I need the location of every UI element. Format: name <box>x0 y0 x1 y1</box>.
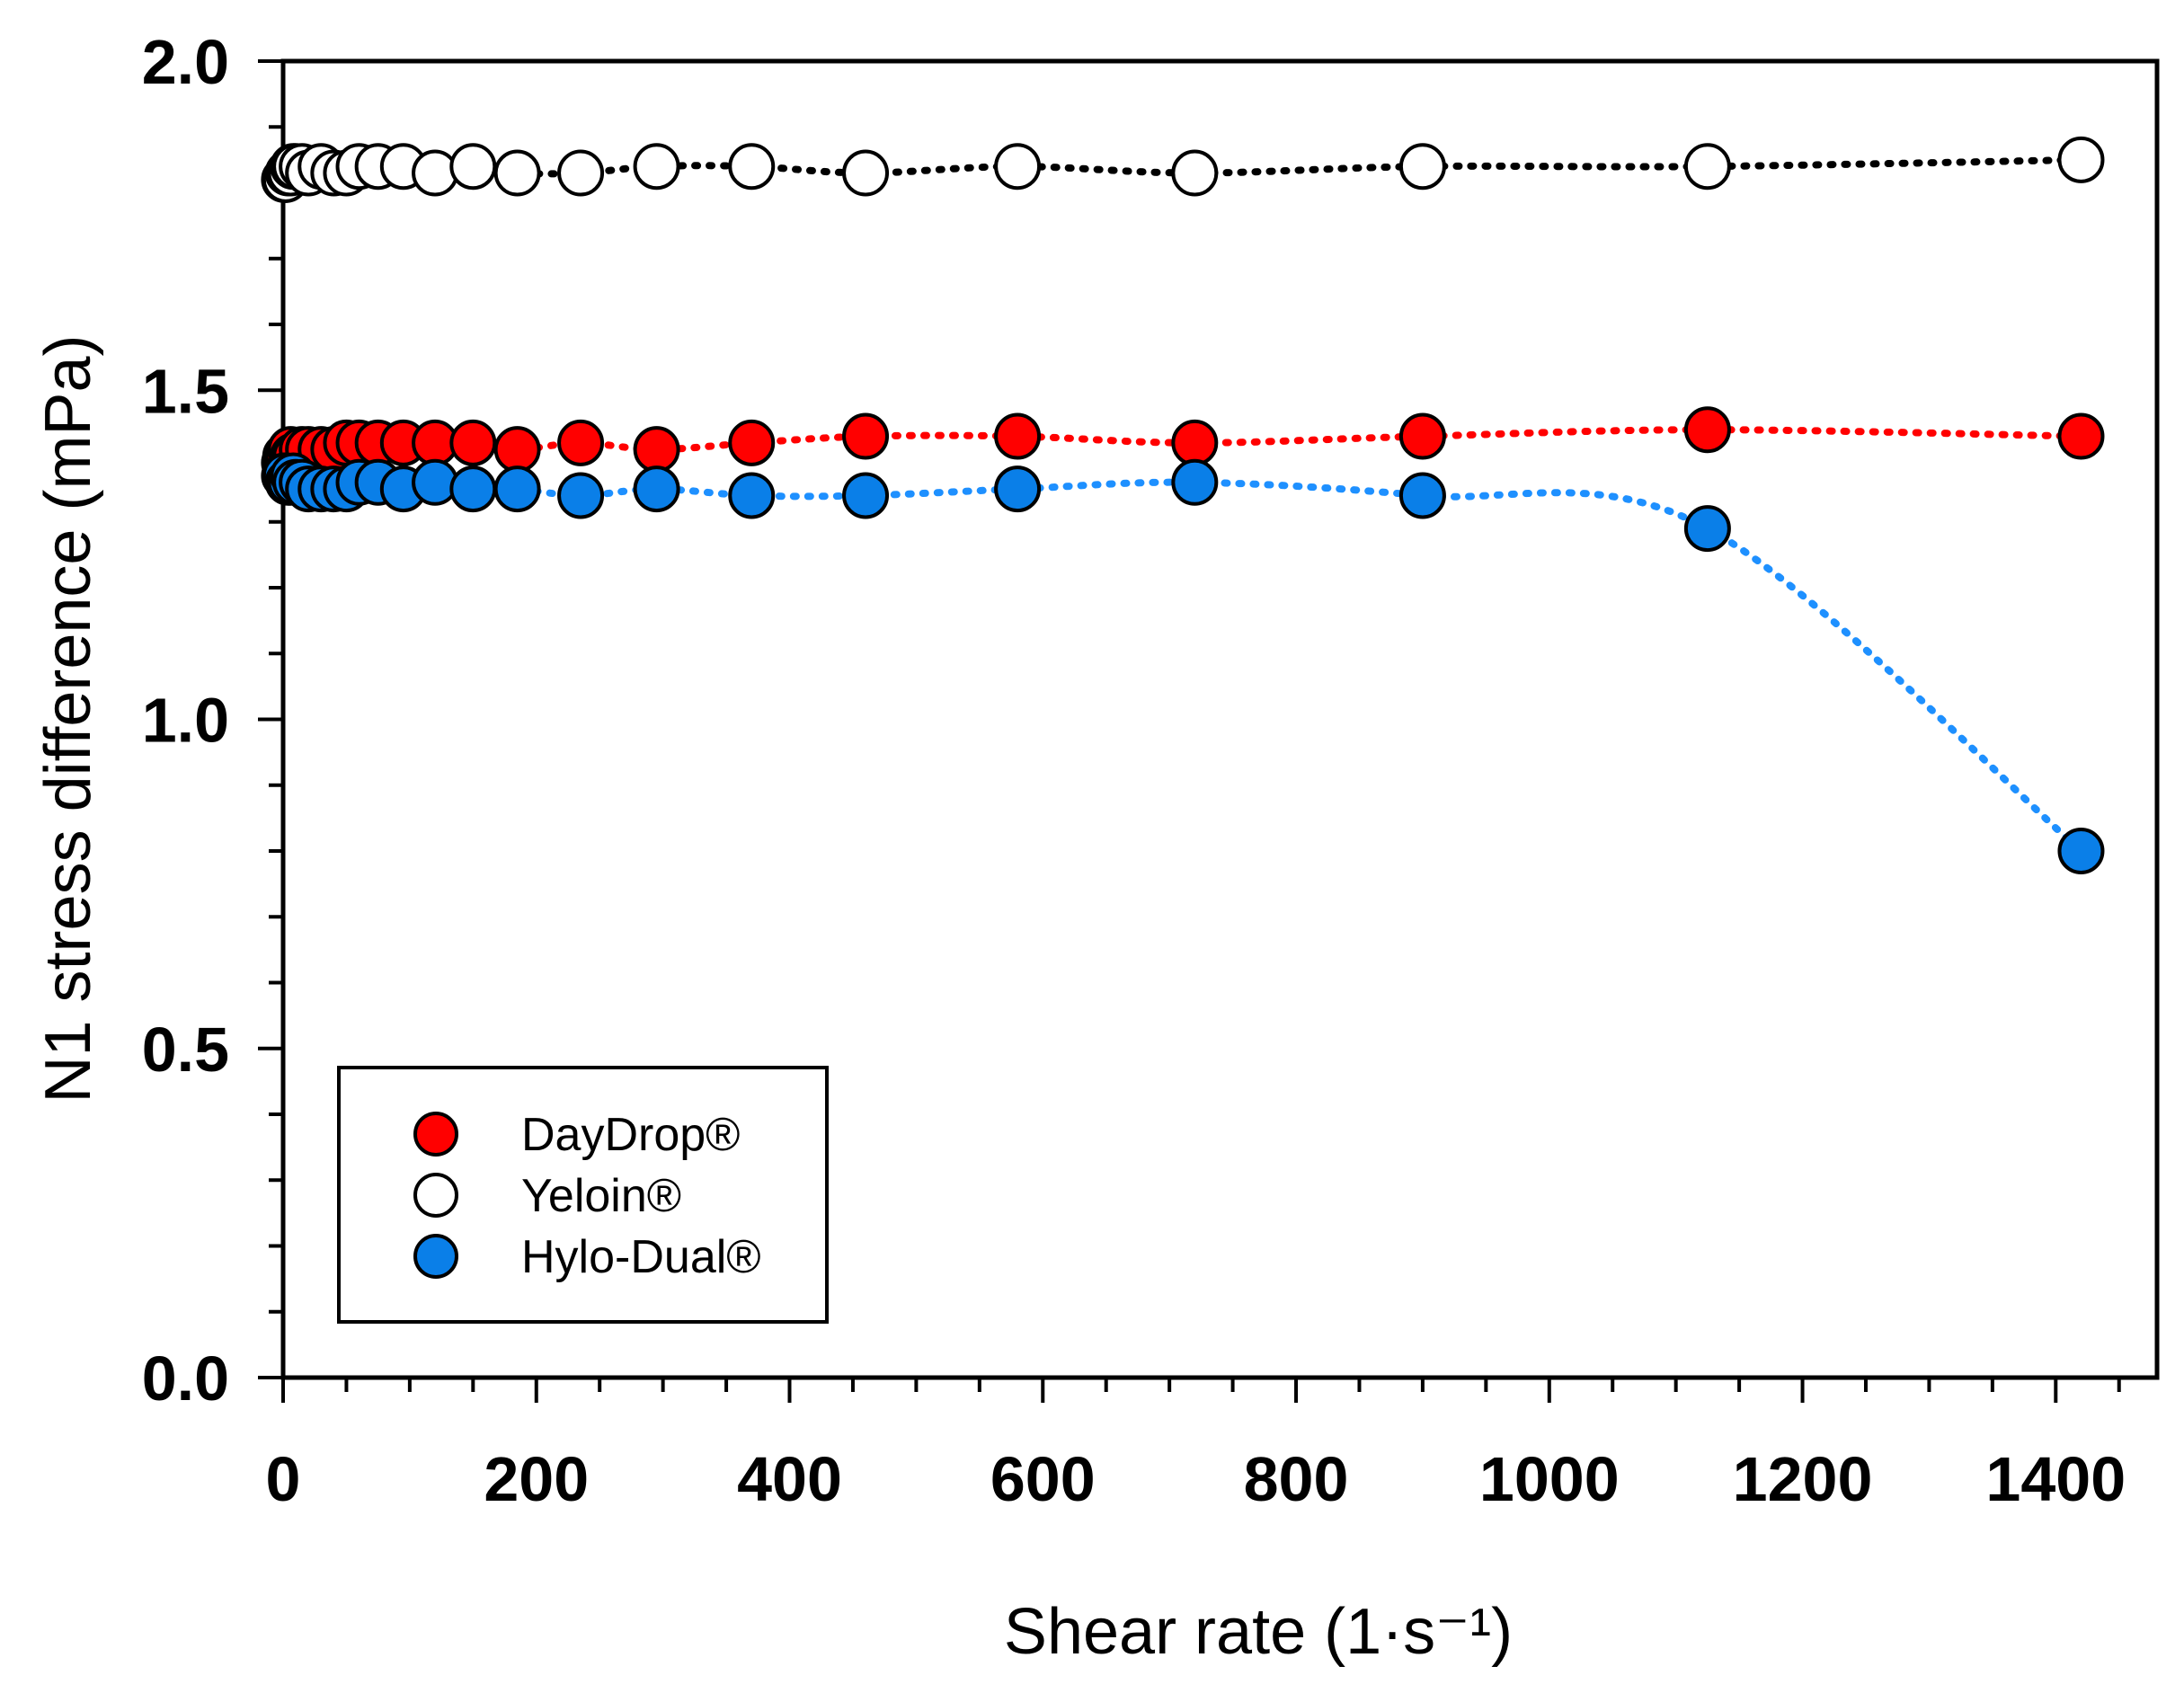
y-axis-title: N1 stress difference (mPa) <box>32 335 104 1104</box>
yeloin-point <box>1683 143 1731 191</box>
yeloin-point <box>1171 149 1219 197</box>
x-tick-label: 0 <box>266 1444 301 1514</box>
daydrop-point <box>842 412 890 460</box>
daydrop-point <box>1683 406 1731 454</box>
x-tick-label: 400 <box>737 1444 842 1514</box>
x-tick-label: 200 <box>484 1444 589 1514</box>
yeloin-point <box>633 143 680 191</box>
hylo-dual-point <box>449 465 497 513</box>
daydrop-point <box>1171 419 1219 466</box>
x-tick-label: 1200 <box>1733 1444 1873 1514</box>
daydrop-point <box>557 419 605 466</box>
hylo-dual-point <box>493 465 541 513</box>
y-axis: 0.0 0.5 1.0 1.5 2.0 <box>142 27 283 1414</box>
hylo-dual-point <box>557 472 605 519</box>
daydrop-point <box>1398 412 1446 460</box>
y-tick-label: 0.5 <box>142 1015 229 1085</box>
x-axis: 0 200 400 600 800 1000 1200 1400 <box>266 1378 2126 1514</box>
hylo-dual-point <box>412 458 459 506</box>
legend-marker-yeloin <box>413 1173 458 1218</box>
x-axis-title: Shear rate (1·s⁻¹) <box>1004 1596 1513 1668</box>
y-tick-label: 2.0 <box>142 27 229 97</box>
legend: DayDrop® Yeloin® Hylo-Dual® <box>337 1066 829 1324</box>
hylo-dual-point <box>1171 458 1219 506</box>
yeloin-point <box>842 149 890 197</box>
hylo-dual-point <box>2057 828 2105 874</box>
yeloin-point <box>493 149 541 197</box>
daydrop-point <box>493 426 541 474</box>
daydrop-point <box>633 426 680 474</box>
hylo-dual-point <box>1683 505 1731 553</box>
x-tick-label: 1400 <box>1985 1444 2126 1514</box>
daydrop-point <box>2057 412 2105 460</box>
yeloin-point <box>994 143 1042 191</box>
x-tick-label: 800 <box>1244 1444 1349 1514</box>
x-tick-label: 600 <box>990 1444 1096 1514</box>
yeloin-point <box>412 149 459 197</box>
hylo-dual-point <box>842 472 890 519</box>
x-tick-label: 1000 <box>1479 1444 1620 1514</box>
hylo-dual-line <box>280 471 2085 855</box>
yeloin-point <box>2057 136 2105 183</box>
daydrop-point <box>994 412 1042 460</box>
daydrop-point <box>449 419 497 466</box>
yeloin-point <box>557 149 605 197</box>
yeloin-point <box>449 143 497 191</box>
legend-items: DayDrop® Yeloin® Hylo-Dual® <box>413 1109 761 1283</box>
legend-label-daydrop: DayDrop® <box>521 1109 741 1161</box>
hylo-dual-point <box>633 465 680 513</box>
y-tick-label: 1.0 <box>142 686 229 756</box>
legend-marker-hylo-dual <box>413 1234 458 1279</box>
yeloin-point <box>728 143 776 191</box>
hylo-dual-point <box>1398 472 1446 519</box>
yeloin-point <box>1398 143 1446 191</box>
legend-label-yeloin: Yeloin® <box>521 1170 681 1222</box>
hylo-dual-point <box>994 465 1042 513</box>
series-lines <box>280 155 2085 855</box>
legend-label-hylo-dual: Hylo-Dual® <box>521 1231 761 1283</box>
y-tick-label: 0.0 <box>142 1343 229 1414</box>
daydrop-point <box>728 419 776 466</box>
series-points <box>261 136 2105 874</box>
legend-marker-daydrop <box>413 1112 458 1157</box>
hylo-dual-point <box>728 472 776 519</box>
y-tick-label: 1.5 <box>142 356 229 426</box>
